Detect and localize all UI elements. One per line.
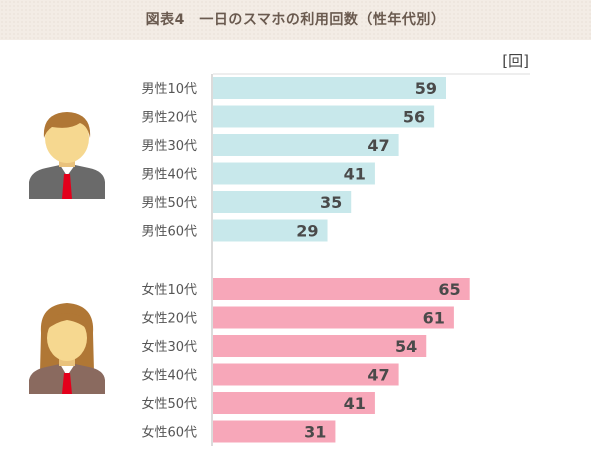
value-label: 31 bbox=[304, 423, 326, 442]
category-label: 女性20代 bbox=[141, 311, 197, 327]
bar bbox=[213, 335, 427, 357]
value-label: 61 bbox=[423, 309, 445, 328]
value-label: 65 bbox=[438, 280, 460, 299]
value-label: 41 bbox=[344, 165, 366, 184]
unit-label: [回] bbox=[502, 52, 529, 70]
value-label: 47 bbox=[367, 136, 389, 155]
value-label: 47 bbox=[367, 366, 389, 385]
chart-header: 図表4 一日のスマホの利用回数（性年代別） bbox=[0, 0, 591, 40]
value-label: 29 bbox=[296, 222, 318, 241]
category-label: 女性30代 bbox=[141, 339, 197, 355]
category-label: 女性60代 bbox=[141, 425, 197, 441]
value-label: 41 bbox=[344, 394, 366, 413]
bar bbox=[213, 278, 470, 300]
bar bbox=[213, 77, 446, 99]
bar bbox=[213, 392, 375, 414]
bar bbox=[213, 420, 336, 443]
category-label: 男性50代 bbox=[141, 196, 197, 211]
category-label: 女性10代 bbox=[141, 282, 197, 298]
female-person-icon bbox=[29, 303, 105, 394]
bar bbox=[213, 363, 399, 386]
category-label: 女性40代 bbox=[141, 368, 197, 384]
category-label: 男性40代 bbox=[141, 168, 197, 183]
category-label: 男性10代 bbox=[141, 82, 197, 97]
category-label: 女性50代 bbox=[141, 396, 197, 412]
category-label: 男性60代 bbox=[141, 225, 197, 240]
category-label: 男性20代 bbox=[141, 111, 197, 126]
bar bbox=[213, 219, 328, 242]
category-label: 男性30代 bbox=[141, 139, 197, 154]
value-label: 54 bbox=[395, 337, 417, 356]
bar bbox=[213, 162, 375, 185]
bar bbox=[213, 191, 352, 213]
male-person-icon bbox=[29, 112, 105, 199]
value-label: 59 bbox=[415, 79, 437, 98]
value-label: 56 bbox=[403, 108, 425, 127]
bar bbox=[213, 105, 435, 128]
chart-title: 図表4 一日のスマホの利用回数（性年代別） bbox=[145, 12, 446, 28]
bar bbox=[213, 306, 454, 329]
bar bbox=[213, 134, 399, 156]
value-label: 35 bbox=[320, 193, 342, 212]
